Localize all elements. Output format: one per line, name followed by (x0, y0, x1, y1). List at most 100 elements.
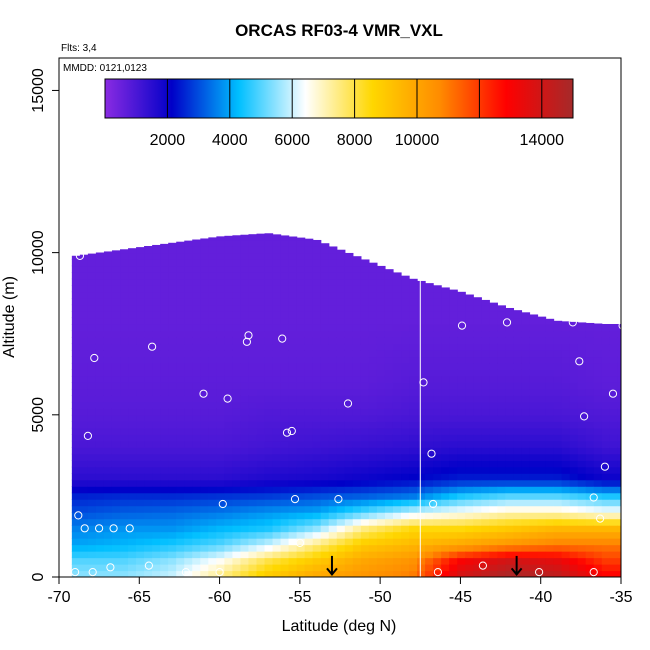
field-cell (561, 486, 571, 494)
field-cell (79, 254, 89, 260)
field-cell (505, 434, 515, 442)
field-cell (360, 479, 370, 487)
field-cell (449, 362, 458, 370)
field-cell (617, 499, 621, 507)
field-cell (521, 356, 531, 364)
field-cell (521, 362, 531, 370)
field-cell (569, 518, 579, 526)
field-cell (232, 259, 242, 267)
field-cell (272, 356, 282, 364)
field-cell (521, 375, 531, 383)
field-cell (401, 298, 410, 306)
field-cell (352, 369, 362, 377)
field-cell (392, 531, 402, 539)
field-cell (160, 557, 169, 565)
field-cell (368, 362, 378, 370)
field-cell (240, 323, 250, 332)
field-cell (120, 512, 129, 520)
field-cell (521, 564, 531, 572)
field-cell (513, 330, 523, 338)
field-cell (152, 564, 161, 572)
field-cell (208, 272, 217, 280)
field-cell (585, 473, 595, 481)
field-cell (489, 557, 498, 565)
field-cell (208, 369, 217, 377)
field-cell (256, 551, 266, 559)
field-cell (144, 531, 153, 539)
field-cell (272, 492, 282, 500)
field-cell (95, 460, 105, 468)
field-cell (360, 434, 370, 442)
field-cell (360, 311, 370, 319)
field-cell (489, 369, 498, 377)
field-cell (312, 311, 322, 319)
field-cell (392, 505, 402, 513)
field-cell (152, 291, 161, 299)
field-cell (280, 492, 290, 500)
field-cell (176, 466, 185, 474)
field-cell (152, 395, 161, 403)
field-cell (248, 311, 258, 319)
field-cell (152, 285, 161, 293)
field-cell (521, 395, 531, 403)
field-cell (103, 278, 113, 286)
field-cell (136, 518, 145, 526)
field-cell (280, 473, 290, 481)
field-cell (409, 330, 418, 338)
field-cell (176, 252, 185, 260)
field-cell (569, 544, 579, 552)
field-cell (513, 349, 523, 358)
field-cell (561, 505, 571, 513)
field-cell (168, 492, 177, 500)
field-cell (87, 551, 97, 559)
field-cell (497, 447, 506, 455)
field-cell (593, 336, 603, 345)
field-cell (168, 473, 177, 481)
field-cell (360, 382, 370, 390)
field-cell (585, 486, 595, 494)
field-cell (152, 323, 161, 332)
field-cell (601, 356, 611, 364)
field-cell (152, 440, 161, 448)
field-cell (208, 421, 217, 429)
field-cell (280, 447, 290, 455)
field-cell (593, 531, 603, 539)
field-cell (561, 512, 571, 520)
field-cell (192, 369, 201, 377)
field-cell (200, 466, 209, 474)
field-cell (95, 259, 105, 267)
field-cell (441, 466, 450, 474)
field-cell (192, 466, 201, 474)
field-cell (425, 479, 434, 487)
field-cell (392, 298, 402, 306)
field-cell (457, 382, 466, 390)
field-cell (256, 447, 266, 455)
field-cell (481, 369, 490, 377)
date-annotation: MMDD: 0121,0123 (63, 63, 147, 74)
field-cell (160, 440, 169, 448)
field-cell (489, 362, 498, 370)
field-cell (537, 323, 547, 332)
field-cell (368, 272, 378, 280)
field-cell (336, 421, 346, 429)
field-cell (368, 369, 378, 377)
field-cell (168, 330, 177, 338)
field-cell (521, 525, 531, 533)
field-cell (441, 317, 450, 325)
field-cell (352, 421, 362, 429)
field-cell (296, 531, 306, 539)
field-cell (569, 349, 579, 358)
field-cell (368, 479, 378, 487)
field-cell (240, 317, 250, 325)
field-cell (521, 492, 531, 500)
field-cell (585, 395, 595, 403)
field-cell (553, 512, 563, 520)
field-cell (401, 330, 410, 338)
field-cell (352, 479, 362, 487)
field-cell (360, 564, 370, 572)
field-cell (489, 466, 498, 474)
field-cell (256, 518, 266, 526)
field-cell (489, 414, 498, 422)
field-cell (232, 362, 242, 370)
field-cell (409, 291, 418, 299)
